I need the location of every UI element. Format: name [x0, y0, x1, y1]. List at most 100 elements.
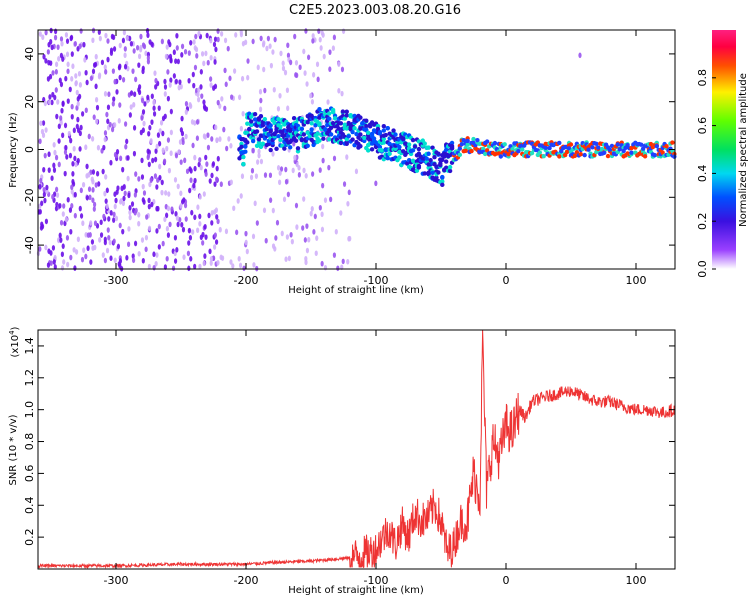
x-tick-label: 100	[626, 574, 647, 587]
spectrogram-speckle	[60, 40, 64, 47]
spectrogram-speckle	[345, 154, 349, 160]
spectrogram-speckle	[214, 124, 218, 131]
spectrogram-speckle	[43, 197, 47, 204]
spectrogram-speckle	[161, 115, 166, 122]
spectrogram-speckle	[173, 258, 178, 264]
spectrogram-ridge-cell	[543, 145, 548, 150]
spectrogram-speckle	[118, 42, 122, 49]
spectrogram-speckle	[158, 163, 162, 170]
spectrogram-speckle	[108, 239, 112, 246]
spectrogram-speckle	[163, 158, 167, 165]
spectrogram-speckle	[168, 82, 172, 88]
spectrogram-speckle	[126, 175, 130, 182]
spectrogram-speckle	[150, 201, 154, 208]
spectrogram-speckle	[216, 155, 220, 162]
spectrogram-ridge-cell	[471, 136, 476, 142]
spectrogram-speckle	[132, 150, 137, 157]
spectrogram-speckle	[127, 226, 131, 232]
spectrogram-ridge-cell	[268, 128, 273, 134]
spectrogram-speckle	[38, 246, 42, 252]
spectrogram-speckle	[244, 230, 248, 237]
spectrogram-x-label: Height of straight line (km)	[288, 285, 424, 296]
spectrogram-speckle	[59, 219, 64, 226]
spectrogram-speckle	[98, 35, 102, 42]
spectrogram-ridge-cell	[291, 115, 297, 121]
spectrogram-speckle	[328, 66, 332, 72]
spectrogram-ridge-cell	[338, 121, 344, 126]
spectrogram-speckle	[293, 154, 297, 161]
spectrogram-speckle	[165, 212, 169, 219]
spectrogram-speckle	[53, 264, 57, 270]
spectrogram-speckle	[103, 91, 108, 97]
spectrogram-speckle	[171, 265, 176, 272]
spectrogram-ridge-cell	[342, 116, 347, 121]
spectrogram-speckle	[144, 234, 149, 241]
spectrogram-speckle	[52, 162, 56, 169]
spectrogram-speckle	[57, 138, 61, 144]
spectrogram-speckle	[208, 178, 212, 184]
spectrogram-speckle	[236, 198, 240, 204]
spectrogram-ridge-cell	[377, 144, 383, 150]
spectrogram-speckle	[58, 232, 62, 239]
spectrogram-ridge-cell	[461, 137, 466, 143]
spectrogram-speckle	[346, 200, 350, 207]
spectrogram-ridge-cell	[317, 107, 322, 112]
spectrogram-speckle	[189, 177, 193, 183]
spectrogram-speckle	[84, 253, 88, 260]
spectrogram-speckle	[271, 49, 275, 55]
spectrogram-ridge-cell	[440, 179, 445, 184]
spectrogram-speckle	[318, 204, 322, 211]
spectrogram-speckle	[60, 251, 64, 258]
spectrogram-speckle	[54, 61, 59, 68]
spectrogram-ridge-cell	[375, 126, 381, 132]
spectrogram-speckle	[61, 132, 65, 139]
spectrogram-ridge-cell	[397, 144, 402, 150]
spectrogram-speckle	[87, 133, 91, 140]
spectrogram-speckle	[75, 89, 79, 96]
spectrogram-ridge-cell	[564, 149, 570, 155]
spectrogram-speckle	[184, 100, 189, 107]
spectrogram-ridge-cell	[309, 127, 314, 132]
x-tick-label: -100	[364, 574, 389, 587]
spectrogram-speckle	[178, 79, 182, 85]
spectrogram-speckle	[51, 245, 56, 251]
spectrogram-speckle	[77, 70, 82, 77]
snr-panel: -300 -200 -100 0 100 0.2 0.4 0.6 0.8 1.0 1.2 1.4 H…	[8, 326, 676, 596]
spectrogram-speckle	[40, 128, 45, 135]
spectrogram-speckle	[166, 205, 171, 212]
spectrogram-speckle	[210, 136, 214, 142]
spectrogram-ridge-cell	[332, 116, 338, 121]
spectrogram-speckle	[175, 32, 179, 39]
spectrogram-ridge-cell	[338, 140, 344, 146]
spectrogram-speckle	[346, 258, 350, 265]
spectrogram-ridge-cell	[654, 143, 659, 149]
spectrogram-speckle	[99, 219, 103, 226]
spectrogram-speckle	[189, 168, 193, 174]
spectrogram-speckle	[140, 115, 144, 121]
spectrogram-speckle	[198, 263, 202, 270]
spectrogram-speckle	[81, 220, 85, 227]
spectrogram-speckle	[84, 107, 88, 114]
colorbar-label: Normalized spectral amplitude	[738, 73, 749, 227]
spectrogram-ridge-cell	[557, 154, 562, 159]
spectrogram-speckle	[271, 207, 275, 214]
spectrogram-ridge-cell	[440, 174, 445, 180]
spectrogram-speckle	[142, 120, 146, 127]
spectrogram-speckle	[187, 77, 191, 84]
spectrogram-speckle	[203, 253, 207, 259]
spectrogram-speckle	[332, 252, 337, 258]
spectrogram-speckle	[239, 29, 243, 35]
spectrogram-speckle	[121, 166, 125, 173]
spectrogram-ridge-cell	[393, 132, 398, 137]
spectrogram-speckle	[59, 81, 64, 88]
spectrogram-speckle	[204, 154, 208, 161]
spectrogram-speckle	[92, 206, 96, 212]
spectrogram-speckle	[187, 227, 191, 234]
spectrogram-speckle	[286, 105, 290, 112]
spectrogram-speckle	[74, 161, 78, 168]
spectrogram-speckle	[334, 228, 338, 235]
spectrogram-ridge-cell	[529, 150, 535, 156]
spectrogram-speckle	[103, 190, 107, 197]
spectrogram-speckle	[147, 161, 151, 168]
spectrogram-ridge-cell	[498, 154, 503, 159]
